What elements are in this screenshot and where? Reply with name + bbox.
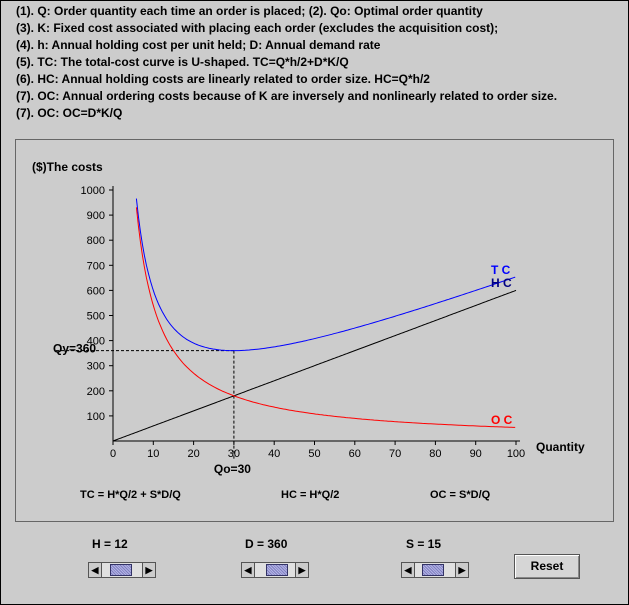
definition-line: (6). HC: Annual holding costs are linear… (16, 72, 430, 86)
s-scrollbar[interactable]: ◀ ▶ (401, 562, 469, 578)
x-tick-label: 50 (308, 448, 320, 460)
series-line-tc (135, 198, 516, 352)
oc-series-label: O C (491, 413, 513, 427)
formula-tc: TC = H*Q/2 + S*D/Q (80, 489, 181, 501)
scroll-right-arrow-icon[interactable]: ▶ (295, 563, 308, 577)
series-line-hc (112, 289, 517, 442)
hc-series-label: H C (491, 276, 512, 290)
scroll-left-arrow-icon[interactable]: ◀ (89, 563, 102, 577)
reset-button[interactable]: Reset (514, 554, 580, 579)
h-scrollbar-thumb[interactable] (110, 564, 132, 576)
x-tick-label: 0 (110, 448, 116, 460)
s-scrollbar-thumb[interactable] (422, 564, 444, 576)
definition-line: (4). h: Annual holding cost per unit hel… (16, 38, 381, 52)
x-axis-title: Quantity (536, 440, 585, 454)
y-tick-label: 700 (87, 260, 105, 272)
d-value-label: D = 360 (245, 537, 288, 551)
y-tick-label: 100 (87, 411, 105, 423)
y-tick-label: 400 (87, 336, 105, 348)
y-tick-label: 300 (87, 361, 105, 373)
x-tick-label: 10 (147, 448, 159, 460)
x-tick-label: 100 (507, 448, 525, 460)
scroll-right-arrow-icon[interactable]: ▶ (455, 563, 468, 577)
h-scrollbar[interactable]: ◀ ▶ (88, 562, 156, 578)
series-line-oc (135, 207, 516, 428)
x-tick-label: 80 (429, 448, 441, 460)
x-tick-label: 40 (268, 448, 280, 460)
scroll-right-arrow-icon[interactable]: ▶ (142, 563, 155, 577)
scroll-left-arrow-icon[interactable]: ◀ (242, 563, 255, 577)
d-scrollbar-thumb[interactable] (265, 564, 288, 576)
definition-line: (7). OC: Annual ordering costs because o… (16, 89, 558, 103)
y-tick-label: 500 (87, 311, 105, 323)
h-value-label: H = 12 (92, 537, 128, 551)
chart-panel: 1000 900 800 700 600 500 400 300 200 100 0 10 20 30 40… (15, 139, 614, 522)
definition-line: (3). K: Fixed cost associated with placi… (16, 21, 499, 35)
definition-line: (1). Q: Order quantity each time an orde… (16, 4, 483, 18)
formula-oc: OC = S*D/Q (430, 489, 491, 501)
definitions-text: (1). Q: Order quantity each time an orde… (16, 3, 557, 122)
d-scrollbar[interactable]: ◀ ▶ (241, 562, 309, 578)
optimum-quantity-label: Qo=30 (214, 462, 251, 476)
definition-line: (5). TC: The total-cost curve is U-shape… (16, 55, 349, 69)
optimum-cost-label: Qy=360 (53, 342, 96, 356)
y-tick-label: 900 (87, 210, 105, 222)
y-axis-title: ($)The costs (32, 160, 103, 174)
scroll-left-arrow-icon[interactable]: ◀ (402, 563, 415, 577)
x-tick-label: 30 (228, 448, 240, 460)
tc-series-label: T C (491, 263, 511, 277)
y-tick-label: 600 (87, 285, 105, 297)
x-tick-label: 60 (349, 448, 361, 460)
s-value-label: S = 15 (406, 537, 442, 551)
formula-hc: HC = H*Q/2 (281, 489, 340, 501)
x-tick-label: 20 (187, 448, 199, 460)
y-tick-label: 200 (87, 386, 105, 398)
definition-line: (7). OC: OC=D*K/Q (16, 106, 123, 120)
y-tick-label: 800 (87, 235, 105, 247)
x-tick-label: 90 (470, 448, 482, 460)
y-tick-label: 1000 (81, 185, 105, 197)
x-tick-label: 70 (389, 448, 401, 460)
